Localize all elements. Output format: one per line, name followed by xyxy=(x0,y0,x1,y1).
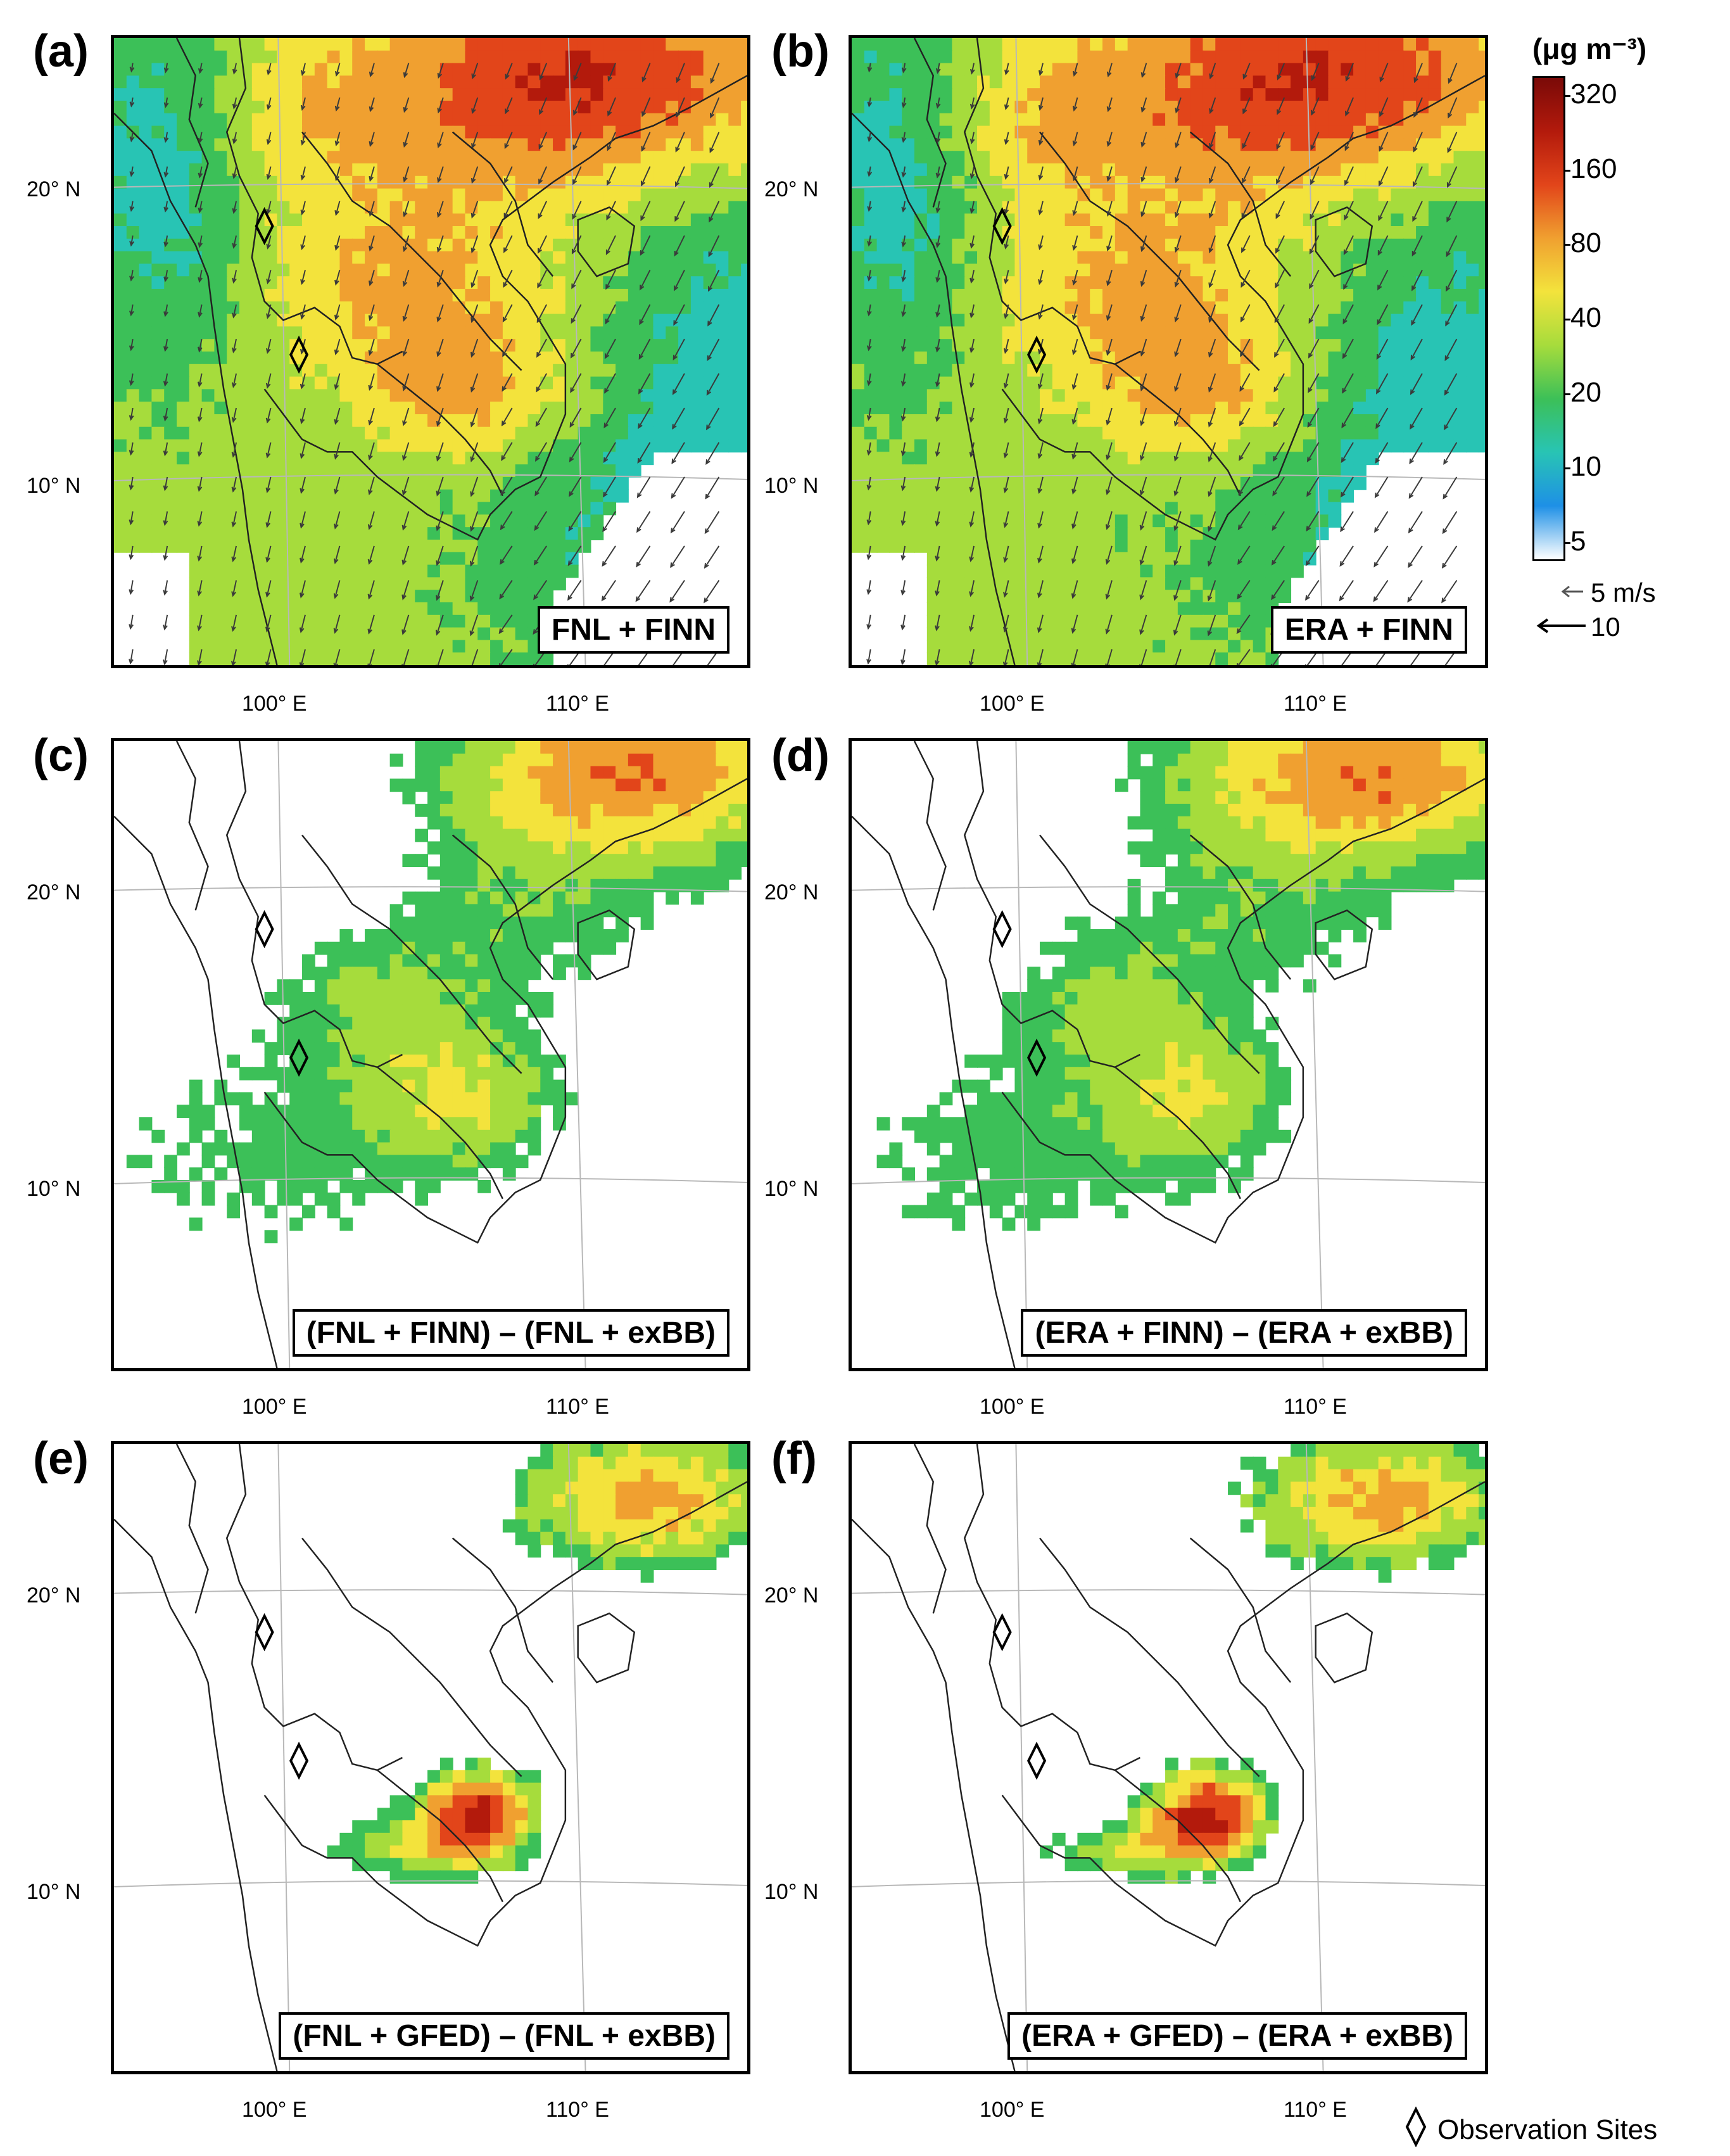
panel-caption: (FNL + FINN) – (FNL + exBB) xyxy=(292,1309,729,1357)
graticule xyxy=(114,38,747,665)
wind-vectors xyxy=(866,63,1458,665)
concentration-field xyxy=(327,1444,747,1884)
concentration-map xyxy=(852,38,1485,665)
lon-label-100e: 100° E xyxy=(242,692,307,716)
wind-legend-5ms: 5 m/s xyxy=(1591,578,1656,607)
map-panel-e: (FNL + GFED) – (FNL + exBB) xyxy=(111,1441,750,2074)
lat-label-20n: 20° N xyxy=(764,177,819,201)
lon-label-110e: 110° E xyxy=(1284,2098,1347,2122)
observation-site-marker xyxy=(289,1741,309,1780)
observation-site-marker xyxy=(992,910,1012,949)
lon-label-110e: 110° E xyxy=(546,1395,609,1419)
concentration-field xyxy=(126,741,747,1243)
lon-label-100e: 100° E xyxy=(242,1395,307,1419)
concentration-map xyxy=(852,1444,1485,2071)
observation-site-marker xyxy=(255,206,274,246)
concentration-field xyxy=(876,741,1485,1231)
lat-label-10n: 10° N xyxy=(27,474,81,498)
observation-site-icon xyxy=(1405,2107,1427,2147)
panel-letter-b: (b) xyxy=(771,26,830,77)
colorbar-tick xyxy=(1564,169,1570,172)
colorbar-tick-label: 10 xyxy=(1570,451,1601,483)
coastlines-borders xyxy=(852,1444,1485,2071)
lat-label-20n: 20° N xyxy=(764,1583,819,1607)
panel-letter-e: (e) xyxy=(33,1433,89,1484)
colorbar-tick-label: 160 xyxy=(1570,153,1617,184)
colorbar-tick-label: 20 xyxy=(1570,376,1601,408)
colorbar-tick xyxy=(1564,244,1570,246)
graticule xyxy=(852,741,1485,1368)
concentration-map xyxy=(114,741,747,1368)
colorbar-tick xyxy=(1564,393,1570,395)
coastlines-borders xyxy=(852,741,1485,1368)
concentration-map xyxy=(114,1444,747,2071)
colorbar-unit: (μg m⁻³) xyxy=(1532,32,1647,65)
concentration-field xyxy=(1040,1444,1485,1884)
coastlines-borders xyxy=(114,741,747,1368)
panel-caption: FNL + FINN xyxy=(537,606,729,654)
wind-legend-arrows xyxy=(1536,585,1586,633)
lon-label-110e: 110° E xyxy=(546,692,609,716)
panel-letter-d: (d) xyxy=(771,730,830,781)
colorbar xyxy=(1532,76,1565,561)
wind-vectors xyxy=(129,63,720,665)
graticule xyxy=(852,1444,1485,2071)
observation-site-marker xyxy=(289,1038,309,1077)
observation-sites-legend: Observation Sites xyxy=(1437,2114,1658,2145)
observation-site-marker xyxy=(992,206,1012,246)
lon-label-100e: 100° E xyxy=(980,1395,1045,1419)
graticule xyxy=(114,741,747,1368)
graticule xyxy=(852,38,1485,665)
lon-label-100e: 100° E xyxy=(242,2098,307,2122)
panel-letter-c: (c) xyxy=(33,730,89,781)
wind-legend-10: 10 xyxy=(1591,612,1620,642)
panel-caption: (ERA + GFED) – (ERA + exBB) xyxy=(1007,2012,1467,2060)
coastlines-borders xyxy=(114,1444,747,2071)
observation-site-marker xyxy=(1026,1741,1047,1780)
colorbar-tick-label: 320 xyxy=(1570,79,1617,110)
lon-label-100e: 100° E xyxy=(980,2098,1045,2122)
observation-site-marker xyxy=(1026,335,1047,374)
panel-letter-f: (f) xyxy=(771,1433,817,1484)
panel-caption: (ERA + FINN) – (ERA + exBB) xyxy=(1021,1309,1467,1357)
colorbar-tick-label: 80 xyxy=(1570,227,1601,259)
lon-label-100e: 100° E xyxy=(980,692,1045,716)
panel-caption: ERA + FINN xyxy=(1270,606,1467,654)
observation-site-marker xyxy=(1026,1038,1047,1077)
lat-label-10n: 10° N xyxy=(27,1880,81,1904)
observation-site-marker xyxy=(992,1613,1012,1652)
lat-label-20n: 20° N xyxy=(27,177,81,201)
lon-label-110e: 110° E xyxy=(1284,692,1347,716)
lat-label-20n: 20° N xyxy=(764,880,819,904)
colorbar-tick xyxy=(1564,542,1570,544)
observation-site-marker xyxy=(255,910,274,949)
lat-label-10n: 10° N xyxy=(27,1177,81,1201)
observation-site-marker xyxy=(255,1613,274,1652)
lon-label-110e: 110° E xyxy=(1284,1395,1347,1419)
lat-label-10n: 10° N xyxy=(764,474,819,498)
lat-label-20n: 20° N xyxy=(27,1583,81,1607)
colorbar-tick xyxy=(1564,319,1570,320)
panel-letter-a: (a) xyxy=(33,26,89,77)
panel-caption: (FNL + GFED) – (FNL + exBB) xyxy=(279,2012,729,2060)
lon-label-110e: 110° E xyxy=(546,2098,609,2122)
concentration-field xyxy=(114,38,747,665)
map-panel-b: ERA + FINN xyxy=(849,35,1488,668)
colorbar-tick xyxy=(1564,467,1570,470)
map-panel-f: (ERA + GFED) – (ERA + exBB) xyxy=(849,1441,1488,2074)
lat-label-10n: 10° N xyxy=(764,1177,819,1201)
map-panel-c: (FNL + FINN) – (FNL + exBB) xyxy=(111,738,750,1371)
concentration-field xyxy=(852,38,1485,665)
concentration-map xyxy=(852,741,1485,1368)
lat-label-10n: 10° N xyxy=(764,1880,819,1904)
map-panel-d: (ERA + FINN) – (ERA + exBB) xyxy=(849,738,1488,1371)
lat-label-20n: 20° N xyxy=(27,880,81,904)
colorbar-tick-label: 5 xyxy=(1570,526,1586,557)
map-panel-a: FNL + FINN xyxy=(111,35,750,668)
graticule xyxy=(114,1444,747,2071)
colorbar-tick xyxy=(1564,95,1570,97)
colorbar-tick-label: 40 xyxy=(1570,302,1601,333)
concentration-map xyxy=(114,38,747,665)
observation-site-marker xyxy=(289,335,309,374)
